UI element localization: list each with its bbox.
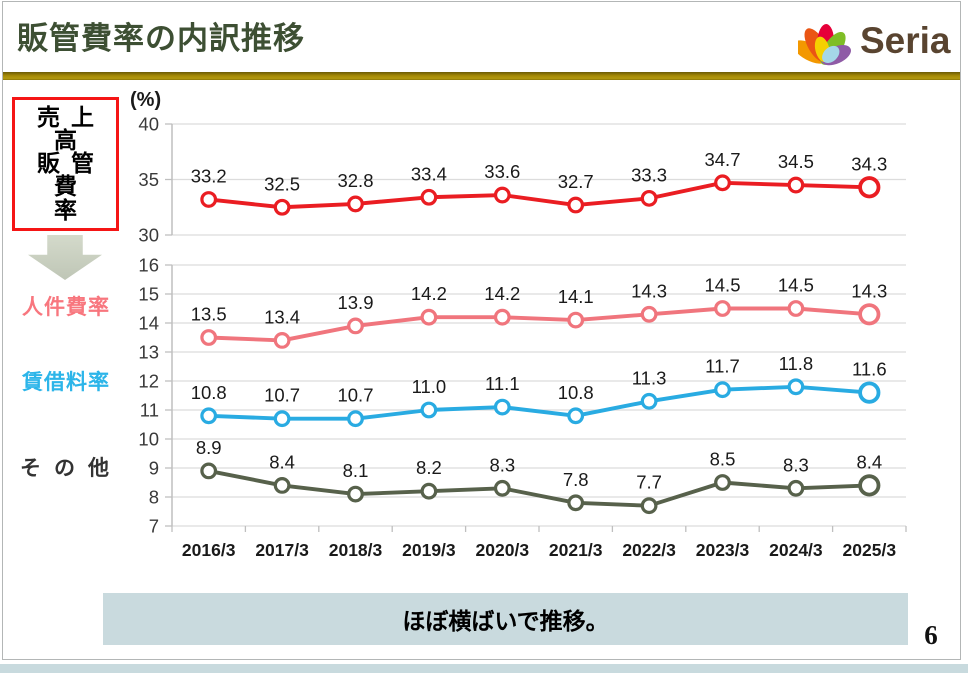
svg-text:11.1: 11.1 [485, 373, 520, 394]
legend-box-sga-ratio: 売上高 販管費 率 [12, 97, 119, 231]
svg-text:2022/3: 2022/3 [622, 540, 676, 560]
svg-text:11.7: 11.7 [705, 356, 740, 377]
svg-text:2016/3: 2016/3 [182, 540, 236, 560]
slide: 販管費率の内訳推移 Seria 売上高 販管費 率 人件費率 賃借料率 その他 … [2, 1, 961, 660]
svg-text:14.3: 14.3 [631, 280, 667, 301]
svg-text:32.8: 32.8 [337, 170, 373, 191]
legend-label-personnel: 人件費率 [22, 296, 110, 319]
screen-bottom-strip [0, 664, 968, 673]
svg-text:12: 12 [138, 371, 159, 392]
svg-text:8.5: 8.5 [710, 449, 736, 470]
svg-text:8.3: 8.3 [783, 454, 809, 475]
svg-text:14.2: 14.2 [411, 283, 447, 304]
svg-text:8.9: 8.9 [196, 437, 222, 458]
svg-text:2020/3: 2020/3 [476, 540, 530, 560]
page-number: 6 [924, 620, 938, 650]
svg-text:2019/3: 2019/3 [402, 540, 456, 560]
line-chart: 40 35 30 16 15 14 13 12 11 10 9 8 7 2016/3 2017/3 2018/… [138, 114, 907, 560]
svg-text:7: 7 [149, 516, 159, 537]
svg-text:33.3: 33.3 [631, 164, 667, 185]
svg-text:34.5: 34.5 [778, 151, 814, 172]
svg-text:2023/3: 2023/3 [696, 540, 750, 560]
svg-text:33.2: 33.2 [191, 165, 227, 186]
seria-logo-text: Seria [860, 20, 951, 61]
title-divider [3, 72, 960, 80]
svg-text:11.8: 11.8 [779, 353, 814, 374]
svg-text:11: 11 [140, 400, 159, 421]
svg-text:7.8: 7.8 [563, 469, 589, 490]
svg-text:14.5: 14.5 [778, 275, 814, 296]
svg-text:13.9: 13.9 [337, 292, 373, 313]
svg-text:13.4: 13.4 [264, 306, 300, 327]
legend-box-line: 売上高 [37, 104, 105, 154]
svg-text:30: 30 [138, 225, 159, 246]
svg-text:2017/3: 2017/3 [255, 540, 309, 560]
svg-text:2024/3: 2024/3 [769, 540, 823, 560]
svg-text:32.5: 32.5 [264, 173, 300, 194]
svg-text:2025/3: 2025/3 [843, 540, 897, 560]
seria-flower-icon [792, 24, 851, 66]
svg-text:11.3: 11.3 [632, 367, 667, 388]
legend-label-other: その他 [20, 457, 122, 480]
svg-text:32.7: 32.7 [558, 171, 594, 192]
svg-text:15: 15 [138, 284, 159, 305]
svg-text:14.2: 14.2 [484, 283, 520, 304]
svg-text:8: 8 [149, 487, 159, 508]
legend-box-line: 販管費 [37, 150, 105, 200]
svg-text:8.1: 8.1 [343, 460, 369, 481]
seria-logo: Seria [792, 10, 958, 70]
svg-text:8.2: 8.2 [416, 457, 442, 478]
svg-text:35: 35 [138, 169, 159, 190]
svg-text:8.4: 8.4 [269, 451, 295, 472]
svg-text:14.3: 14.3 [851, 280, 887, 301]
legend-label-rent: 賃借料率 [22, 371, 110, 394]
svg-text:33.4: 33.4 [411, 163, 447, 184]
svg-text:8.4: 8.4 [856, 451, 882, 472]
y-axis-unit-label: (%) [130, 89, 162, 111]
svg-text:13.5: 13.5 [191, 304, 227, 325]
summary-banner: ほぼ横ばいで推移。 [103, 593, 908, 645]
svg-text:2021/3: 2021/3 [549, 540, 603, 560]
svg-text:7.7: 7.7 [636, 472, 662, 493]
svg-text:11.0: 11.0 [412, 376, 447, 397]
svg-text:9: 9 [149, 458, 159, 479]
svg-text:14.5: 14.5 [704, 275, 740, 296]
summary-text: ほぼ横ばいで推移。 [402, 608, 609, 634]
svg-text:10: 10 [138, 429, 159, 450]
legend-box-line: 率 [54, 196, 88, 223]
svg-text:10.8: 10.8 [191, 382, 227, 403]
svg-text:10.8: 10.8 [558, 382, 594, 403]
svg-text:34.7: 34.7 [704, 149, 740, 170]
svg-text:10.7: 10.7 [337, 385, 373, 406]
svg-text:8.3: 8.3 [489, 454, 515, 475]
svg-text:11.6: 11.6 [852, 359, 887, 380]
page-title: 販管費率の内訳推移 [17, 21, 305, 56]
svg-text:10.7: 10.7 [264, 385, 300, 406]
svg-text:2018/3: 2018/3 [329, 540, 383, 560]
svg-text:34.3: 34.3 [851, 153, 887, 174]
svg-text:13: 13 [138, 342, 159, 363]
svg-text:14: 14 [138, 313, 159, 334]
svg-text:33.6: 33.6 [484, 161, 520, 182]
svg-text:16: 16 [138, 255, 159, 276]
svg-text:14.1: 14.1 [558, 286, 594, 307]
svg-text:40: 40 [138, 114, 159, 135]
